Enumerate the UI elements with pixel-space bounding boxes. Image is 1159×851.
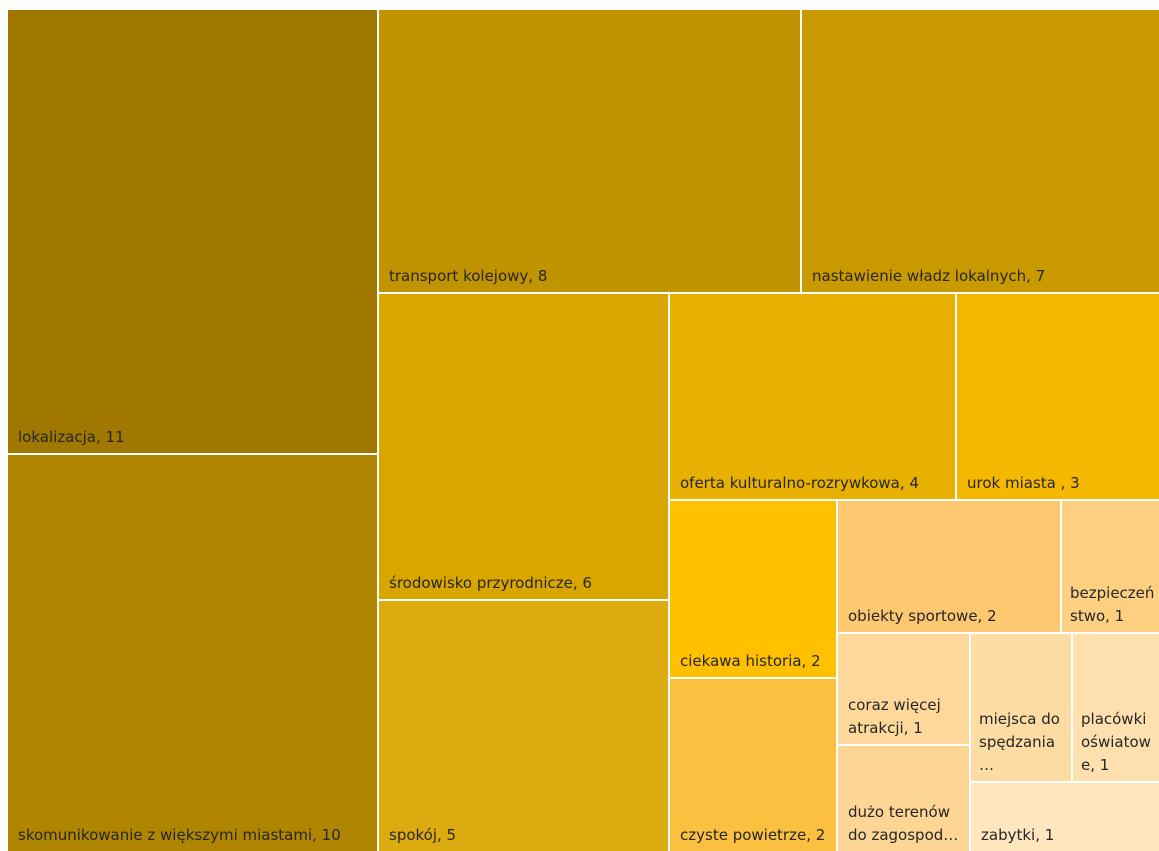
tile-label: transport kolejowy, 8 [389, 267, 548, 285]
tile: lokalizacja, 11 [8, 10, 377, 453]
tile: transport kolejowy, 8 [379, 10, 800, 292]
tile: skomunikowanie z większymi miastami, 10 [8, 455, 377, 851]
tile: bezpieczeństwo, 1 [1062, 501, 1159, 632]
tile-label: obiekty sportowe, 2 [848, 607, 997, 625]
tile: obiekty sportowe, 2 [838, 501, 1060, 632]
tile-label: zabytki, 1 [981, 826, 1055, 844]
tile-label: ciekawa historia, 2 [680, 652, 821, 670]
tile-label: bezpieczeństwo, 1 [1070, 584, 1155, 625]
tile: urok miasta , 3 [957, 294, 1159, 499]
tile-label: dużo terenów do zagospod… [848, 803, 959, 844]
tile: nastawienie władz lokalnych, 7 [802, 10, 1159, 292]
tile: spokój, 5 [379, 601, 668, 851]
tile-label: miejsca do spędzania… [979, 710, 1060, 774]
tile-label: placówki oświatowe, 1 [1081, 710, 1151, 774]
tile-label: skomunikowanie z większymi miastami, 10 [18, 826, 341, 844]
tile: oferta kulturalno-rozrywkowa, 4 [670, 294, 955, 499]
tile: placówki oświatowe, 1 [1073, 634, 1159, 781]
tile-label: lokalizacja, 11 [18, 428, 125, 446]
tile: czyste powietrze, 2 [670, 679, 836, 851]
tile: coraz więcej atrakcji, 1 [838, 634, 969, 744]
tile-label: spokój, 5 [389, 826, 457, 844]
tile-label: czyste powietrze, 2 [680, 826, 826, 844]
tile-label: coraz więcej atrakcji, 1 [848, 696, 941, 737]
tile-label: oferta kulturalno-rozrywkowa, 4 [680, 474, 919, 492]
tile: ciekawa historia, 2 [670, 501, 836, 677]
tile-label: nastawienie władz lokalnych, 7 [812, 267, 1046, 285]
tile: dużo terenów do zagospod… [838, 746, 969, 851]
tile: środowisko przyrodnicze, 6 [379, 294, 668, 599]
tile: zabytki, 1 [971, 783, 1159, 851]
tile: miejsca do spędzania… [971, 634, 1071, 781]
tile-label: urok miasta , 3 [967, 474, 1080, 492]
tile-label: środowisko przyrodnicze, 6 [389, 574, 592, 592]
